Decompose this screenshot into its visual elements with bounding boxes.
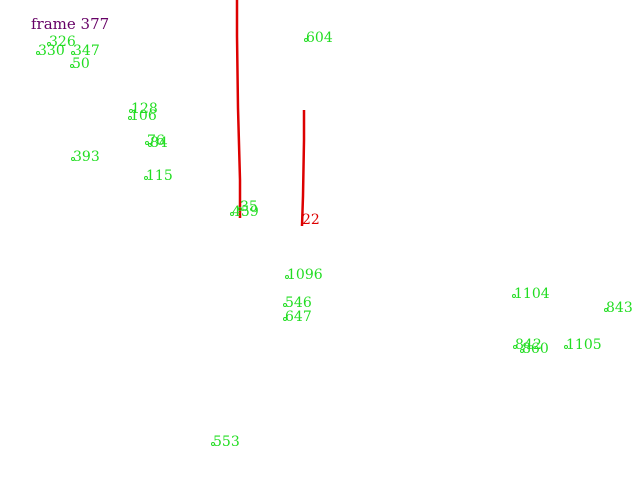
- red-track-right: [300, 110, 306, 227]
- point-marker: [238, 207, 242, 211]
- point-marker: [304, 38, 308, 42]
- point-marker: [520, 349, 524, 353]
- point-marker: [144, 176, 148, 180]
- point-label: 347: [73, 43, 100, 59]
- point-marker: [512, 294, 516, 298]
- point-marker: [230, 212, 234, 216]
- frame-label: frame 377: [31, 15, 110, 33]
- point-marker: [283, 317, 287, 321]
- point-marker: [211, 442, 215, 446]
- track-label: 22: [302, 212, 320, 228]
- point-label: 546: [285, 295, 312, 311]
- point-label: 459: [232, 204, 259, 220]
- point-label: 860: [522, 341, 549, 357]
- point-label: 1105: [566, 337, 602, 353]
- point-label: 106: [130, 108, 157, 124]
- point-label: 326: [49, 34, 76, 50]
- red-track-left: [235, 0, 242, 218]
- point-marker: [285, 275, 289, 279]
- point-marker: [283, 303, 287, 307]
- point-label: 1096: [287, 267, 323, 283]
- point-label: 393: [73, 149, 100, 165]
- point-marker: [128, 116, 132, 120]
- point-marker: [513, 345, 517, 349]
- point-marker: [148, 143, 152, 147]
- point-label: 647: [285, 309, 312, 325]
- point-label: 35: [240, 199, 258, 215]
- point-label: 604: [306, 30, 333, 46]
- point-marker: [71, 157, 75, 161]
- point-marker: [71, 51, 75, 55]
- point-label: 1104: [514, 286, 550, 302]
- point-marker: [36, 51, 40, 55]
- point-marker: [604, 308, 608, 312]
- point-label: 115: [146, 168, 173, 184]
- point-label: 50: [72, 56, 90, 72]
- point-label: 84: [150, 135, 168, 151]
- point-marker: [47, 42, 51, 46]
- point-marker: [564, 345, 568, 349]
- point-label: 843: [606, 300, 633, 316]
- point-label: 330: [38, 43, 65, 59]
- point-marker: [70, 64, 74, 68]
- point-marker: [129, 109, 133, 113]
- point-label: 128: [131, 101, 158, 117]
- point-label: 553: [213, 434, 240, 450]
